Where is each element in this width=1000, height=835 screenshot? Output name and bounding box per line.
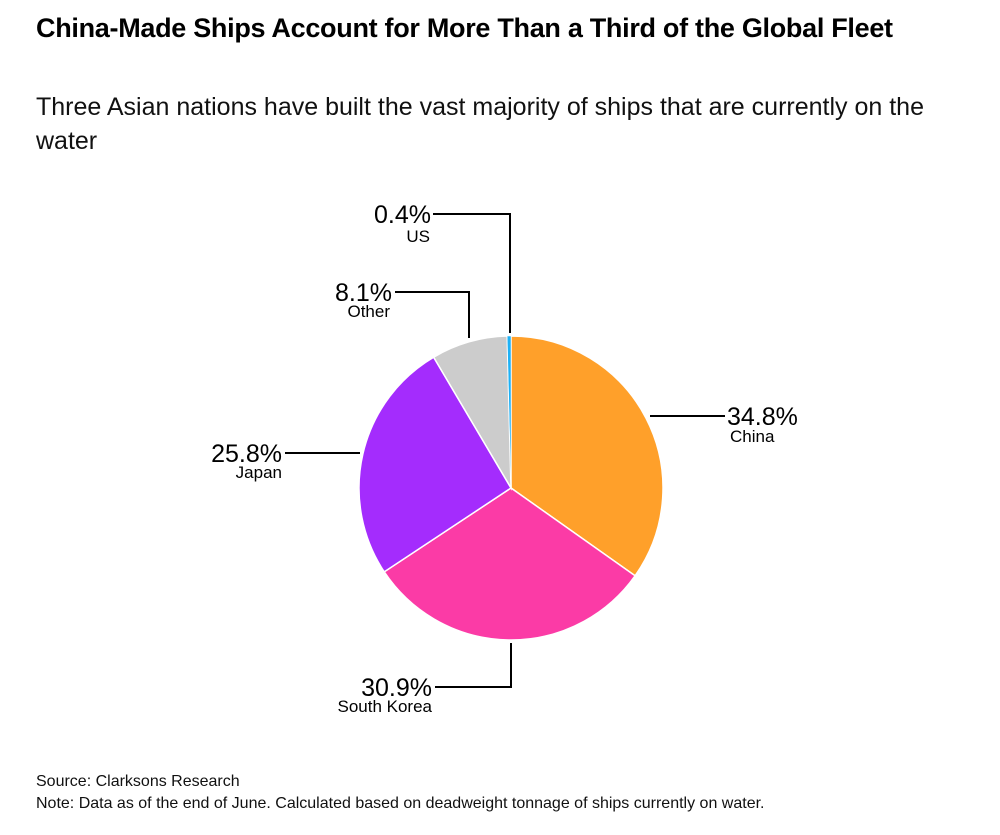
pie-slice-japan bbox=[358, 356, 513, 573]
pie-slice-south-korea bbox=[383, 487, 637, 641]
leader-line-other bbox=[395, 291, 470, 338]
leader-line-south-korea bbox=[435, 643, 512, 688]
name-label-south-korea: South Korea bbox=[337, 697, 432, 716]
value-label-other: 8.1% bbox=[335, 279, 392, 307]
value-label-south-korea: 30.9% bbox=[361, 674, 432, 702]
name-label-china: China bbox=[730, 427, 775, 446]
chart-title: China-Made Ships Account for More Than a… bbox=[36, 13, 893, 43]
chart-subtitle: Three Asian nations have built the vast … bbox=[36, 93, 924, 155]
name-label-us: US bbox=[406, 227, 430, 246]
name-label-other: Other bbox=[347, 302, 390, 321]
pie-slice-china bbox=[510, 335, 664, 577]
value-label-japan: 25.8% bbox=[211, 440, 282, 468]
value-label-china: 34.8% bbox=[727, 403, 798, 431]
leader-line-us bbox=[433, 213, 511, 333]
value-label-us: 0.4% bbox=[374, 201, 431, 229]
source-text: Source: Clarksons Research bbox=[36, 773, 240, 790]
pie-slice-us bbox=[506, 335, 512, 489]
name-label-japan: Japan bbox=[236, 463, 282, 482]
note-text: Note: Data as of the end of June. Calcul… bbox=[36, 795, 765, 812]
